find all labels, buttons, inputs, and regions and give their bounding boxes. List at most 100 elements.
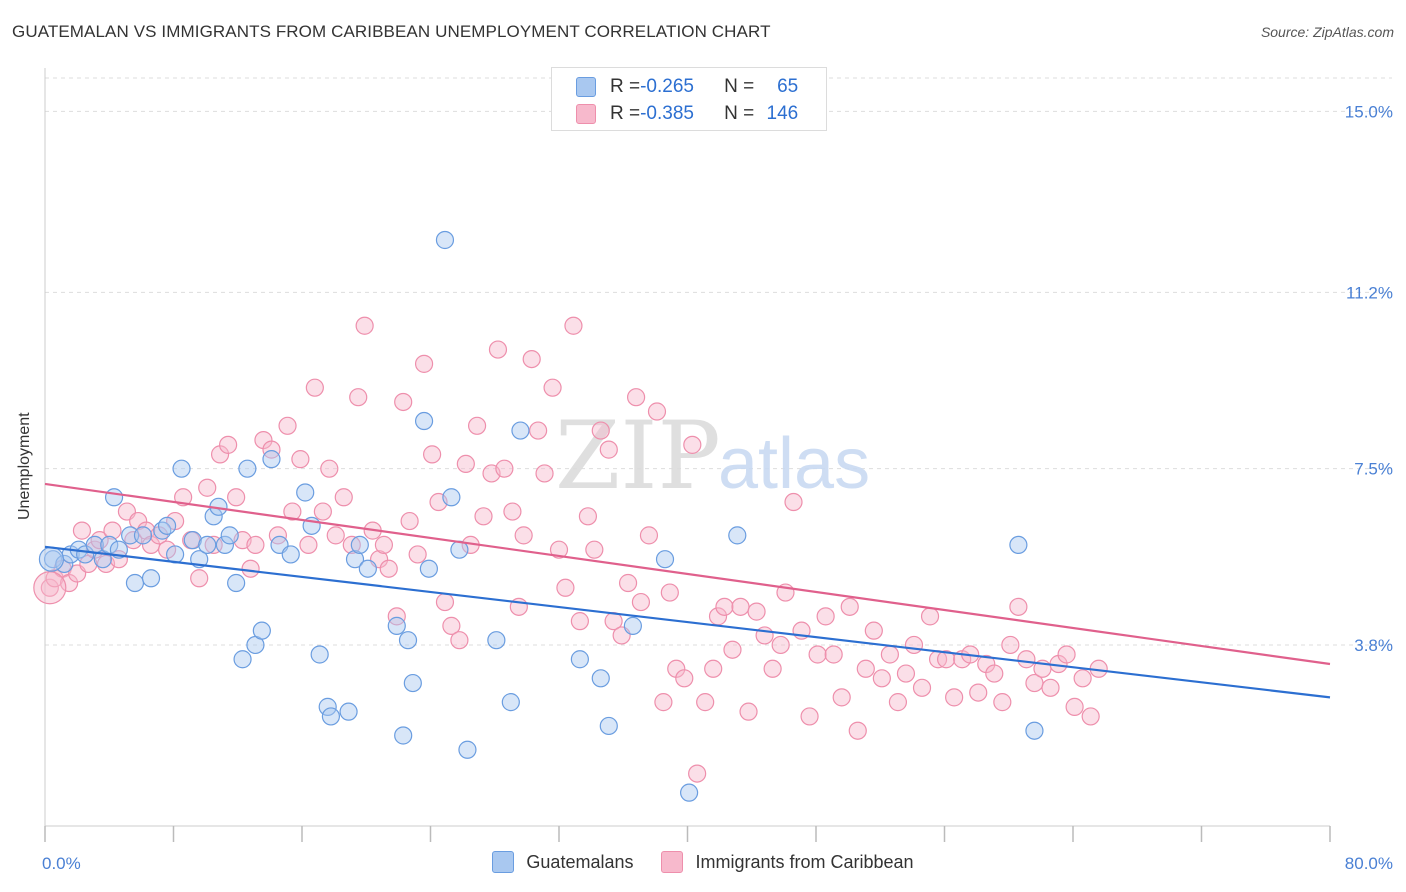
- chart-title: GUATEMALAN VS IMMIGRANTS FROM CARIBBEAN …: [12, 22, 771, 41]
- caribbean-point: [543, 378, 562, 397]
- guatemalan-point: [141, 569, 161, 588]
- caribbean-point: [1073, 669, 1092, 688]
- caribbean-point: [647, 402, 667, 421]
- guatemalan-point: [345, 550, 365, 569]
- caribbean-point: [488, 340, 508, 359]
- guatemalan-point: [655, 550, 675, 569]
- source-label: Source: ZipAtlas.com: [1260, 24, 1394, 40]
- caribbean-point: [349, 388, 368, 407]
- caribbean-point: [423, 445, 442, 464]
- caribbean-point: [268, 526, 288, 545]
- series-legend: Guatemalans Immigrants from Caribbean: [0, 851, 1406, 873]
- caribbean-point: [334, 488, 353, 507]
- guatemalan-point: [133, 526, 153, 545]
- grid-lines: [45, 77, 1392, 646]
- guatemalan-point: [435, 230, 455, 250]
- caribbean-point: [626, 388, 646, 407]
- legend-item-caribbean[interactable]: Immigrants from Caribbean: [661, 851, 914, 873]
- x-tick-label-max: 80.0%: [1345, 854, 1393, 873]
- guatemalan-point: [350, 535, 369, 555]
- pink-points: [33, 316, 1108, 783]
- y-tick-label: 7.5%: [1354, 460, 1393, 479]
- guatemalan-point: [121, 526, 140, 545]
- caribbean-point: [174, 488, 193, 507]
- caribbean-point: [379, 559, 398, 578]
- caribbean-point: [549, 540, 569, 559]
- guatemalan-point: [419, 559, 438, 578]
- caribbean-point: [408, 545, 427, 564]
- legend-n-value: 146: [766, 103, 799, 124]
- guatemalan-point: [398, 631, 418, 650]
- caribbean-point: [1009, 597, 1028, 616]
- caribbean-point: [993, 693, 1012, 712]
- caribbean-point: [578, 507, 598, 526]
- guatemalan-point: [233, 650, 252, 669]
- caribbean-point: [435, 592, 455, 612]
- legend-item-guatemalans[interactable]: Guatemalans: [492, 851, 633, 873]
- caribbean-point: [474, 507, 493, 526]
- caribbean-point: [896, 664, 916, 683]
- caribbean-point: [400, 511, 419, 531]
- caribbean-point: [747, 602, 766, 621]
- caribbean-point: [320, 459, 339, 478]
- caribbean-point: [246, 535, 265, 555]
- guatemalan-point: [387, 616, 406, 635]
- caribbean-point: [556, 578, 575, 597]
- caribbean-point: [654, 693, 673, 712]
- caribbean-point: [985, 664, 1004, 683]
- caribbean-point: [262, 440, 281, 459]
- caribbean-point: [912, 678, 932, 697]
- caribbean-point: [414, 354, 434, 373]
- caribbean-point: [495, 459, 514, 478]
- caribbean-point: [945, 688, 964, 707]
- y-tick-label: 11.2%: [1346, 283, 1393, 302]
- caribbean-point: [1081, 707, 1100, 726]
- guatemalan-point: [511, 421, 530, 440]
- caribbean-point: [591, 421, 610, 440]
- caribbean-point: [731, 597, 750, 616]
- guatemalan-point: [227, 573, 246, 593]
- caribbean-point: [1041, 678, 1060, 697]
- x-tick-labels: 0.0% 80.0%: [42, 854, 1393, 873]
- caribbean-point: [387, 607, 406, 626]
- caribbean-point: [771, 635, 790, 655]
- caribbean-point: [326, 526, 345, 545]
- caribbean-point: [631, 592, 651, 612]
- correlation-legend: R = -0.265 N = 65 R = -0.385 N = 146: [551, 67, 827, 131]
- guatemalan-point: [252, 621, 271, 640]
- guatemalan-trend-line: [44, 545, 1331, 699]
- caribbean-point: [639, 526, 659, 545]
- guatemalan-point: [394, 726, 413, 745]
- caribbean-point: [467, 416, 487, 435]
- guatemalan-point: [414, 411, 434, 431]
- guatemalan-point: [281, 545, 300, 564]
- legend-n-label: N =: [724, 103, 755, 124]
- guatemalan-point: [296, 483, 315, 502]
- legend-swatch-pink: [661, 851, 684, 873]
- caribbean-point: [880, 645, 899, 664]
- guatemalan-point: [157, 516, 177, 535]
- guatemalan-point: [591, 669, 610, 688]
- guatemalan-point: [623, 616, 642, 635]
- y-tick-label: 15.0%: [1345, 102, 1393, 121]
- legend-r-value: -0.385: [640, 103, 694, 124]
- caribbean-point: [904, 635, 924, 655]
- legend-r-value: -0.265: [640, 76, 694, 97]
- trend-lines: [44, 482, 1331, 699]
- caribbean-point: [535, 464, 554, 483]
- caribbean-point: [503, 502, 522, 521]
- caribbean-point: [856, 659, 875, 678]
- caribbean-point: [832, 688, 851, 707]
- caribbean-point: [564, 316, 583, 335]
- guatemalan-point: [318, 697, 337, 716]
- caribbean-point: [1001, 635, 1020, 655]
- caribbean-point: [937, 650, 956, 669]
- caribbean-point: [920, 607, 940, 626]
- caribbean-point: [522, 349, 541, 369]
- caribbean-point: [723, 640, 742, 659]
- guatemalan-point: [172, 459, 191, 478]
- x-tick-label-min: 0.0%: [42, 854, 81, 873]
- blue-points: [38, 230, 1044, 802]
- y-tick-labels: 3.8% 7.5% 11.2% 15.0%: [1345, 102, 1393, 655]
- guatemalan-point: [125, 573, 145, 593]
